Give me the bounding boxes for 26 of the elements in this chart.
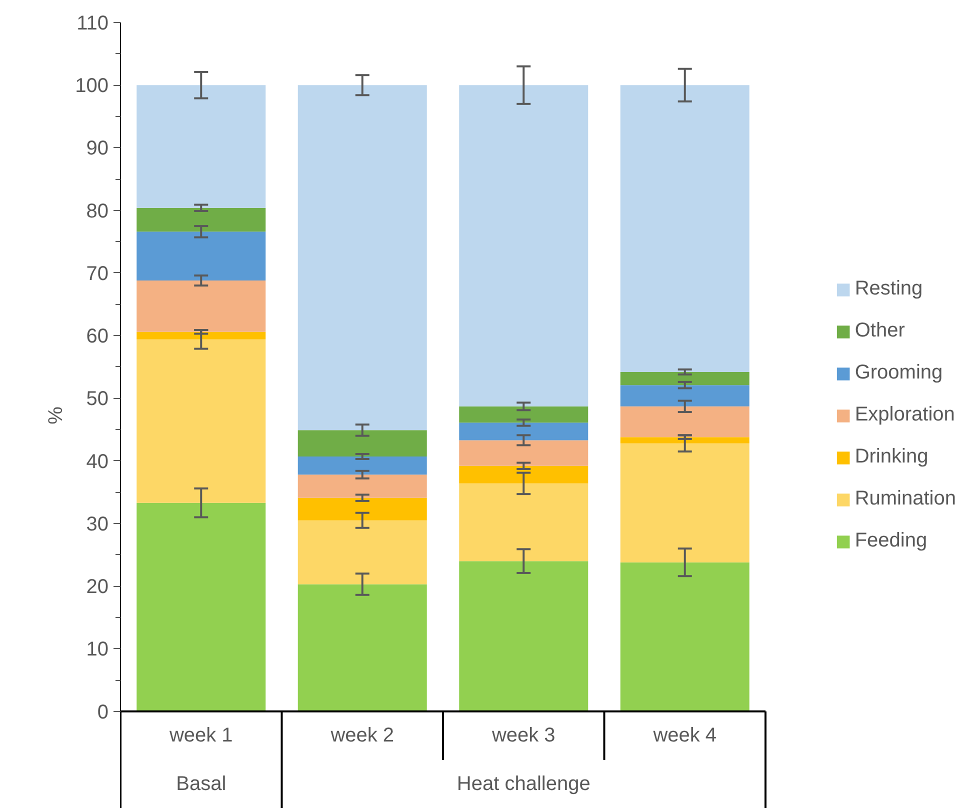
text: Heat challenge (456, 773, 590, 796)
y-tick-label: 0 (97, 701, 108, 724)
y-tick-label: 40 (86, 450, 109, 473)
y-tick-label: 110 (76, 12, 109, 34)
y-tick-label: 80 (86, 200, 109, 222)
legend-label: Exploration (854, 404, 955, 426)
y-tick-label: 70 (86, 263, 109, 285)
x-tick-label: week 1 (168, 724, 233, 747)
y-tick-label: 20 (86, 576, 109, 598)
legend-label: Rumination (854, 488, 956, 510)
legend-label: Feeding (854, 530, 928, 552)
y-tick-label: 90 (86, 138, 109, 160)
legend-label: Drinking (854, 446, 928, 468)
x-tick-label: week 4 (652, 724, 717, 747)
y-tick-label: 10 (86, 638, 109, 661)
legend-label: Grooming (854, 362, 943, 384)
legend-label: Resting (854, 278, 923, 300)
legend-label: Other (854, 320, 905, 342)
x-tick-label: week 2 (330, 724, 394, 747)
y-tick-label: 30 (86, 513, 109, 536)
y-tick-label: 50 (86, 388, 109, 410)
y-tick-label: 100 (75, 75, 109, 98)
x-tick-label: week 3 (490, 724, 556, 747)
y-tick-label: 60 (86, 326, 109, 348)
y-axis-title: % (45, 406, 68, 424)
text: Basal (176, 773, 226, 796)
